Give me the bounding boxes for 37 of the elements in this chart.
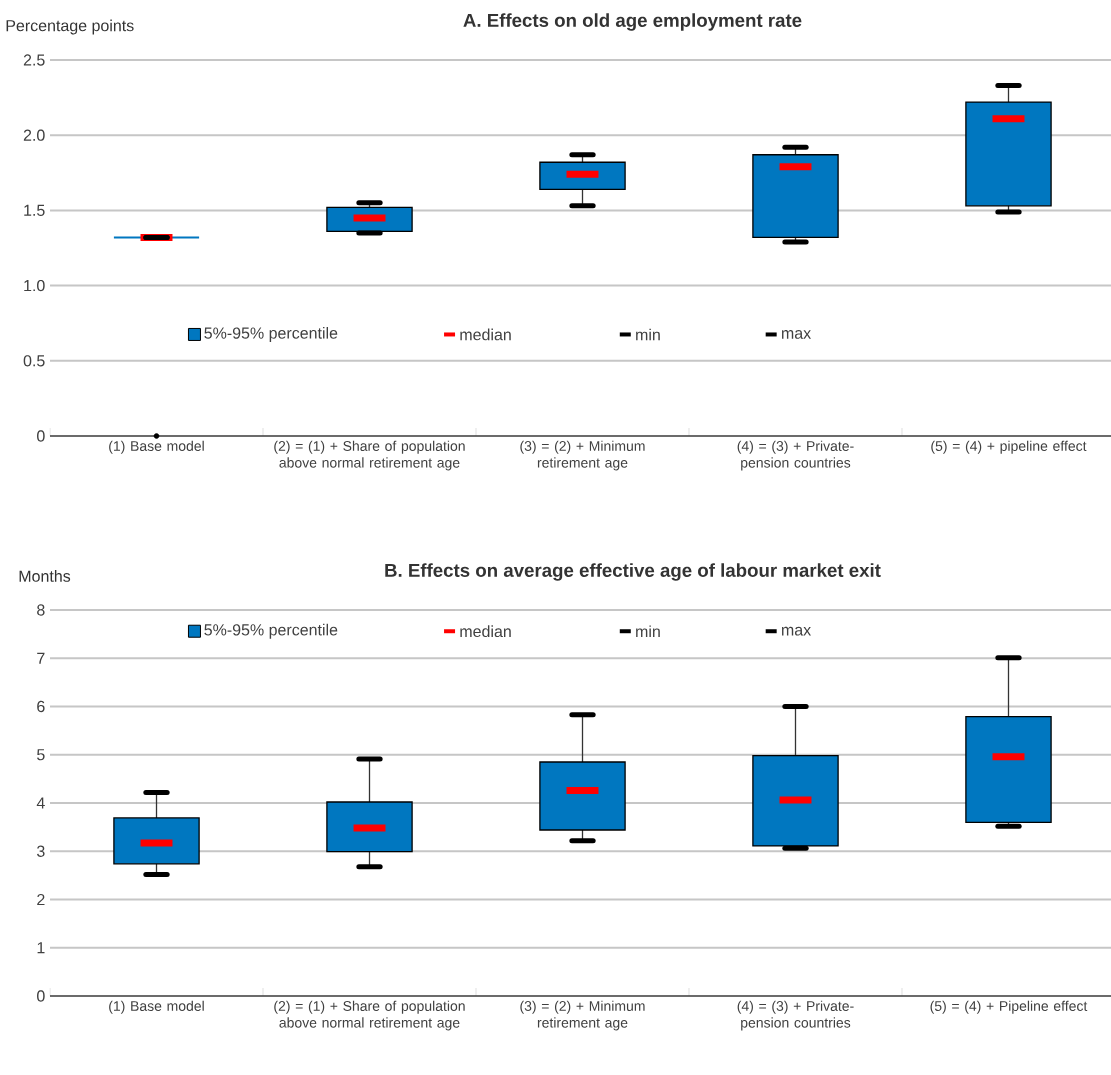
annotation: median — [460, 328, 511, 341]
y-tick-label: 4 — [36, 797, 45, 809]
annotation: min — [636, 328, 660, 341]
x-tick-label: (4) = (3) + Private-pension countries — [737, 440, 854, 471]
y-axis-title: Months — [19, 570, 71, 582]
y-tick-label: 3 — [37, 845, 45, 857]
y-tick-label: 6 — [37, 700, 45, 713]
x-tick-label: (4) = (3) + Private-pension countries — [737, 1000, 854, 1031]
y-tick-label: 1.5 — [24, 204, 45, 216]
legend-label: 5%-95% percentile — [204, 623, 338, 639]
x-tick-label: (1) Base model — [109, 440, 204, 454]
annotation: min — [636, 625, 660, 638]
legend-label: 5%-95% percentile — [204, 327, 338, 342]
x-tick-label: (5) = (4) + pipeline effect — [931, 440, 1087, 454]
y-tick-label: 8 — [37, 604, 45, 616]
y-tick-label: 2.0 — [23, 129, 45, 141]
x-tick-label: (1) Base model — [109, 1000, 204, 1014]
x-tick-label: (2) = (1) + Share of population above normal retirement age — [274, 1000, 465, 1031]
y-tick-label: 2 — [37, 893, 45, 906]
chart-title: A. Effects on old age employment rate — [463, 13, 802, 31]
x-tick-label: (3) = (2) + Minimum retirement age — [520, 1000, 645, 1031]
y-axis-title: Percentage points — [6, 19, 134, 35]
y-tick-label: 5 — [37, 749, 45, 761]
annotation: median — [460, 625, 511, 638]
annotation: max — [782, 626, 811, 636]
y-tick-label: 1.0 — [24, 279, 45, 292]
y-tick-label: 0 — [37, 430, 45, 442]
y-tick-label: 2.5 — [23, 54, 45, 66]
y-tick-label: 0 — [37, 990, 45, 1002]
chart-title: B. Effects on average effective age of labour market exit — [385, 563, 881, 581]
x-tick-label: (2) = (1) + Share of population above normal retirement age — [274, 440, 465, 471]
y-tick-label: 7 — [37, 652, 45, 664]
x-tick-label: (5) = (4) + Pipeline effect — [930, 1000, 1088, 1014]
x-tick-label: (3) = (2) + Minimum retirement age — [520, 440, 645, 471]
annotation: max — [782, 330, 811, 339]
y-tick-label: 0.5 — [23, 355, 45, 367]
y-tick-label: 1 — [37, 942, 45, 954]
